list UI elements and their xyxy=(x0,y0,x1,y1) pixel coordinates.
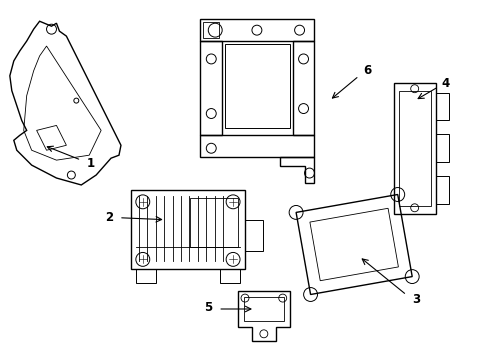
Bar xyxy=(436,93,449,121)
Bar xyxy=(244,297,284,321)
Bar xyxy=(203,22,219,38)
Bar xyxy=(225,44,290,129)
Bar xyxy=(436,134,449,162)
Bar xyxy=(191,198,238,247)
Bar xyxy=(220,269,240,283)
Text: 2: 2 xyxy=(105,211,113,224)
Bar xyxy=(293,41,315,135)
Bar xyxy=(436,176,449,204)
Text: 1: 1 xyxy=(87,157,95,170)
Text: 4: 4 xyxy=(441,77,449,90)
Bar xyxy=(136,269,156,283)
Bar xyxy=(200,135,315,157)
Text: 3: 3 xyxy=(413,293,421,306)
Bar xyxy=(245,220,263,251)
Text: 6: 6 xyxy=(363,64,371,77)
Bar xyxy=(131,190,245,269)
Bar xyxy=(200,19,315,41)
Bar xyxy=(399,91,431,206)
Bar xyxy=(200,41,222,135)
Bar xyxy=(394,83,436,214)
Text: 5: 5 xyxy=(204,301,212,314)
